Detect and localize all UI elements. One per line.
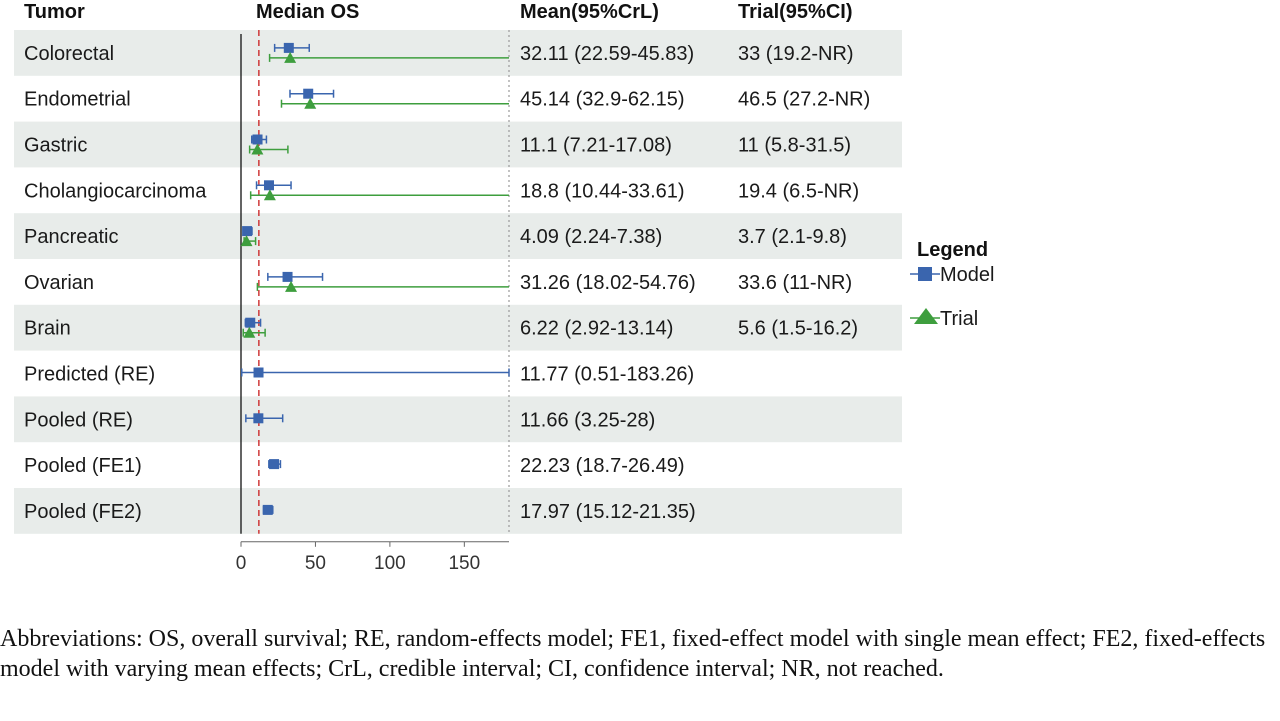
- model-estimate-text: 4.09 (2.24-7.38): [520, 226, 662, 248]
- model-point: [252, 134, 263, 145]
- model-estimate-text: 22.23 (18.7-26.49): [520, 455, 685, 477]
- trial-point: [243, 326, 256, 338]
- trial-estimate-text: 3.7 (2.1-9.8): [738, 226, 847, 248]
- row-band: [14, 488, 902, 534]
- model-estimate-text: 32.11 (22.59-45.83): [520, 43, 694, 65]
- model-estimate-text: 6.22 (2.92-13.14): [520, 318, 673, 340]
- trial-point: [251, 143, 264, 155]
- model-estimate-text: 11.66 (3.25-28): [520, 409, 655, 431]
- trial-interval: [280, 99, 509, 108]
- legend-title: Legend: [917, 239, 988, 261]
- row-band: [14, 213, 902, 259]
- model-point: [269, 459, 280, 470]
- model-estimate-text: 31.26 (18.02-54.76): [520, 272, 696, 294]
- model-interval: [245, 414, 284, 423]
- trial-point: [284, 51, 297, 63]
- header-tumor: Tumor: [24, 1, 85, 23]
- legend-trial-marker: [914, 308, 938, 324]
- row-label: Predicted (RE): [24, 364, 155, 386]
- trial-point: [304, 97, 317, 109]
- model-interval: [267, 272, 324, 281]
- row-label: Pancreatic: [24, 226, 119, 248]
- model-interval: [241, 368, 510, 377]
- row-label: Endometrial: [24, 89, 131, 111]
- row-band: [14, 121, 902, 168]
- row-label: Pooled (FE2): [24, 501, 142, 523]
- model-point: [262, 504, 273, 515]
- x-tick-label: 0: [236, 553, 247, 574]
- model-point: [253, 413, 264, 424]
- trial-interval: [249, 191, 509, 200]
- row-band: [14, 304, 902, 351]
- row-label: Cholangiocarcinoma: [24, 180, 207, 202]
- model-point: [303, 88, 314, 99]
- legend-model-marker: [918, 267, 932, 281]
- trial-estimate-text: 46.5 (27.2-NR): [738, 89, 870, 111]
- row-band: [14, 30, 902, 76]
- model-point: [283, 42, 294, 53]
- row-band: [14, 396, 902, 443]
- trial-estimate-text: 19.4 (6.5-NR): [738, 180, 859, 202]
- model-estimate-text: 45.14 (32.9-62.15): [520, 89, 685, 111]
- trial-estimate-text: 11 (5.8-31.5): [738, 135, 851, 157]
- row-label: Ovarian: [24, 272, 94, 294]
- model-estimate-text: 11.77 (0.51-183.26): [520, 364, 694, 386]
- model-estimate-text: 18.8 (10.44-33.61): [520, 180, 685, 202]
- row-label: Gastric: [24, 135, 87, 157]
- row-label: Colorectal: [24, 43, 114, 65]
- header-trial-ci: Trial(95%CI): [738, 1, 852, 23]
- model-point: [282, 271, 293, 282]
- forest-plot: Tumor Median OS Mean(95%CrL) Trial(95%CI…: [14, 1, 994, 574]
- x-tick-label: 50: [305, 553, 326, 574]
- trial-estimate-text: 33.6 (11-NR): [738, 272, 852, 294]
- trial-point: [240, 235, 253, 247]
- trial-estimate-text: 33 (19.2-NR): [738, 43, 854, 65]
- row-labels: Colorectal 32.11 (22.59-45.83) 33 (19.2-NR…: [24, 43, 870, 523]
- trial-point: [263, 189, 276, 201]
- model-point: [242, 226, 253, 237]
- row-bands: [14, 30, 902, 534]
- plot-area: [240, 30, 510, 534]
- row-label: Brain: [24, 318, 71, 340]
- header-median-os: Median OS: [256, 1, 359, 23]
- legend: Legend Model Trial: [910, 239, 994, 330]
- model-point: [245, 317, 256, 328]
- header-mean-crl: Mean(95%CrL): [520, 1, 659, 23]
- trial-point: [285, 280, 298, 292]
- trial-interval: [268, 53, 509, 62]
- footnote: Abbreviations: OS, overall survival; RE,…: [0, 626, 1266, 682]
- model-estimate-text: 17.97 (15.12-21.35): [520, 501, 696, 523]
- legend-model-label: Model: [940, 264, 994, 286]
- trial-interval: [256, 282, 509, 291]
- x-axis: 0 50 100 150: [236, 541, 509, 574]
- trial-estimate-text: 5.6 (1.5-16.2): [738, 318, 858, 340]
- x-tick-label: 100: [374, 553, 406, 574]
- row-label: Pooled (FE1): [24, 455, 142, 477]
- model-point: [263, 180, 274, 191]
- row-label: Pooled (RE): [24, 409, 133, 431]
- x-tick-label: 150: [448, 553, 480, 574]
- model-point: [253, 367, 264, 378]
- legend-trial-label: Trial: [940, 308, 978, 330]
- model-estimate-text: 11.1 (7.21-17.08): [520, 135, 672, 157]
